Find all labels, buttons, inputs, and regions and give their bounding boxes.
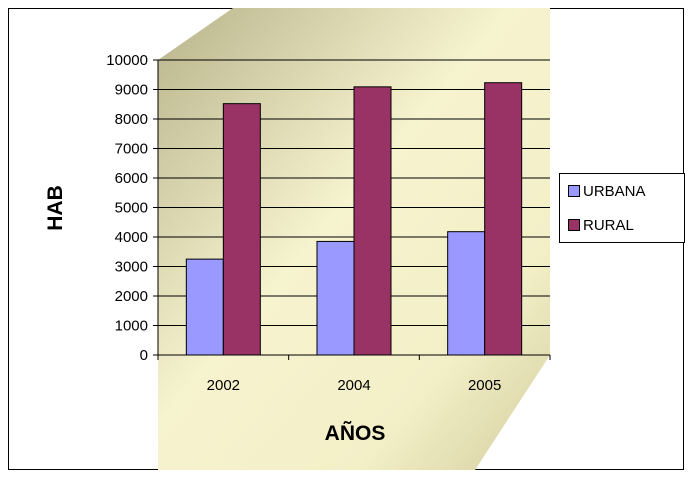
bar-urbana-2005 bbox=[447, 231, 486, 356]
y-tick-label: 10000 bbox=[106, 52, 148, 69]
legend-item-urbana: URBANA bbox=[568, 182, 646, 200]
y-tick-label: 9000 bbox=[115, 82, 148, 99]
y-axis-title: HAB bbox=[44, 185, 67, 231]
bar-rural-2004 bbox=[353, 86, 392, 356]
x-axis-title: AÑOS bbox=[325, 422, 386, 445]
legend-swatch-rural bbox=[568, 219, 580, 231]
bar-rural-2005 bbox=[484, 82, 523, 356]
legend-swatch-urbana bbox=[568, 185, 580, 197]
x-axis-ticks: 2002 2004 2005 bbox=[157, 355, 551, 394]
y-tick-label: 7000 bbox=[115, 141, 148, 158]
y-axis-ticks: 0 1000 2000 3000 4000 5000 6000 7000 8000 9000 100… bbox=[106, 52, 158, 364]
bar-urbana-2004 bbox=[316, 240, 355, 356]
legend-item-rural: RURAL bbox=[568, 216, 634, 234]
legend-label-urbana: URBANA bbox=[583, 182, 646, 200]
y-tick-label: 5000 bbox=[115, 200, 148, 217]
legend: URBANA RURAL bbox=[559, 173, 685, 243]
y-tick-label: 3000 bbox=[115, 259, 148, 276]
y-tick-label: 0 bbox=[140, 347, 148, 364]
x-tick-label: 2005 bbox=[468, 377, 501, 394]
y-tick-label: 4000 bbox=[115, 229, 148, 246]
bar-urbana-2002 bbox=[185, 258, 224, 356]
legend-label-rural: RURAL bbox=[583, 216, 634, 234]
y-tick-label: 6000 bbox=[115, 170, 148, 187]
y-tick-label: 8000 bbox=[115, 111, 148, 128]
y-tick-label: 1000 bbox=[115, 318, 148, 335]
y-tick-label: 2000 bbox=[115, 288, 148, 305]
bar-rural-2002 bbox=[222, 103, 261, 356]
x-tick-label: 2002 bbox=[207, 377, 240, 394]
bars bbox=[185, 82, 523, 356]
x-tick-label: 2004 bbox=[337, 377, 370, 394]
